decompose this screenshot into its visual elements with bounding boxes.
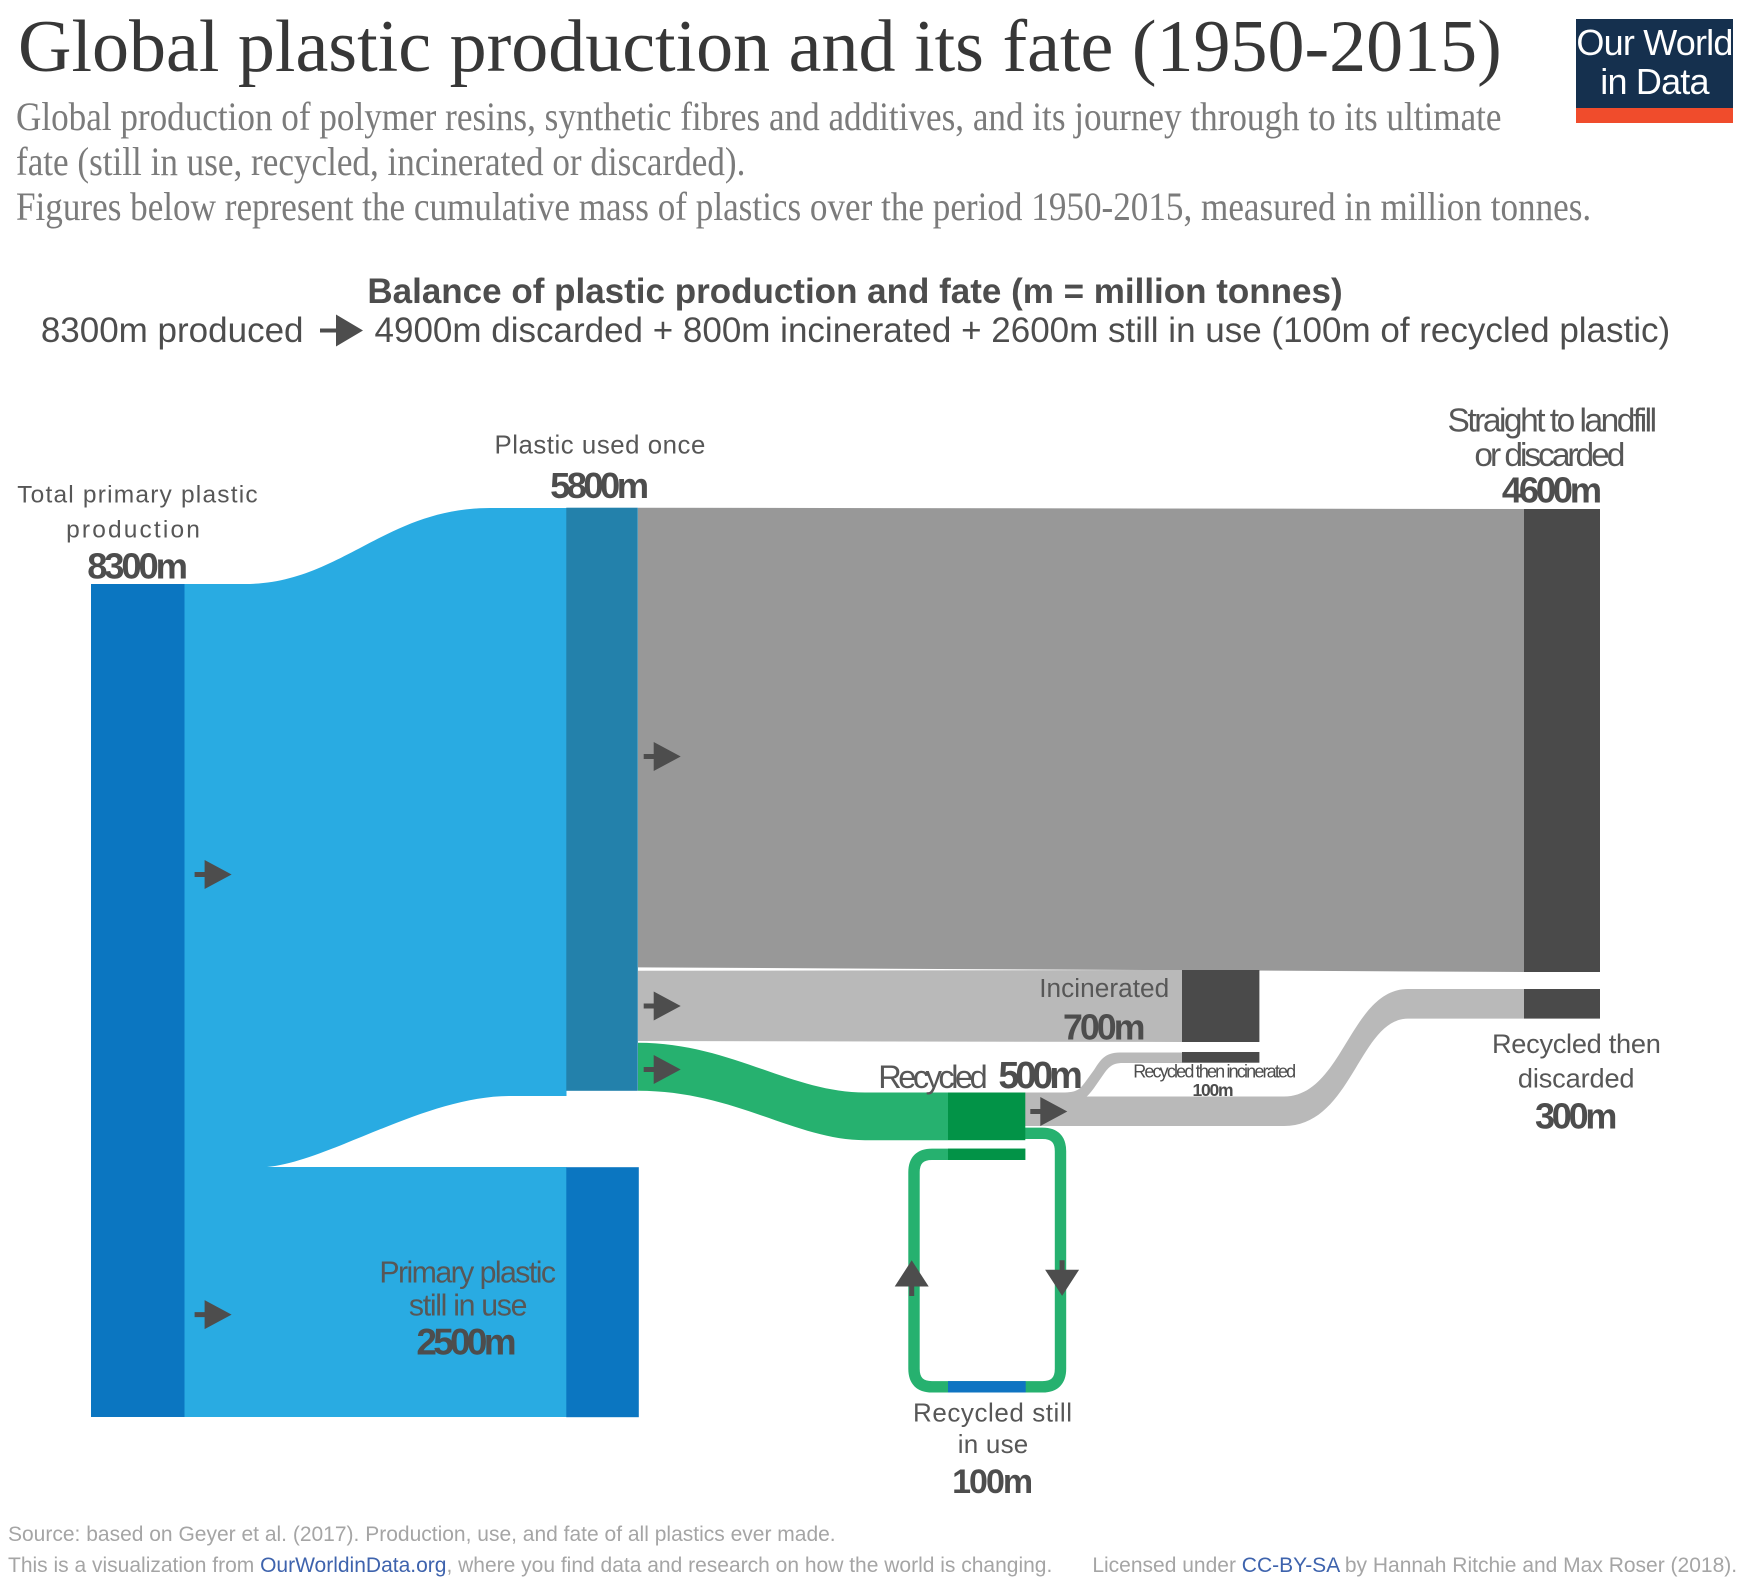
svg-text:still in use: still in use <box>409 1289 528 1322</box>
svg-text:300m: 300m <box>1535 1096 1617 1137</box>
svg-text:production: production <box>66 517 200 544</box>
svg-text:Recycled then: Recycled then <box>1492 1028 1661 1059</box>
svg-text:Recycled: Recycled <box>878 1059 988 1095</box>
svg-text:Total primary plastic: Total primary plastic <box>17 481 257 508</box>
svg-text:5800m: 5800m <box>550 465 649 506</box>
svg-text:100m: 100m <box>952 1463 1033 1501</box>
svg-text:Recycled still: Recycled still <box>913 1398 1072 1428</box>
svg-text:Primary plastic: Primary plastic <box>379 1256 556 1289</box>
svg-text:discarded: discarded <box>1518 1062 1635 1093</box>
svg-text:Incinerated: Incinerated <box>1039 973 1169 1003</box>
svg-text:Recycled then incinerated: Recycled then incinerated <box>1133 1062 1296 1082</box>
svg-text:2500m: 2500m <box>416 1322 516 1363</box>
svg-text:8300m: 8300m <box>87 545 188 586</box>
svg-text:700m: 700m <box>1063 1008 1146 1048</box>
svg-text:500m: 500m <box>998 1055 1082 1097</box>
svg-text:4600m: 4600m <box>1502 469 1602 510</box>
svg-text:100m: 100m <box>1193 1080 1234 1100</box>
svg-text:Plastic used once: Plastic used once <box>494 431 705 459</box>
svg-text:or discarded: or discarded <box>1474 437 1625 474</box>
svg-text:in use: in use <box>958 1429 1029 1459</box>
svg-text:Straight to landfill: Straight to landfill <box>1448 403 1658 440</box>
